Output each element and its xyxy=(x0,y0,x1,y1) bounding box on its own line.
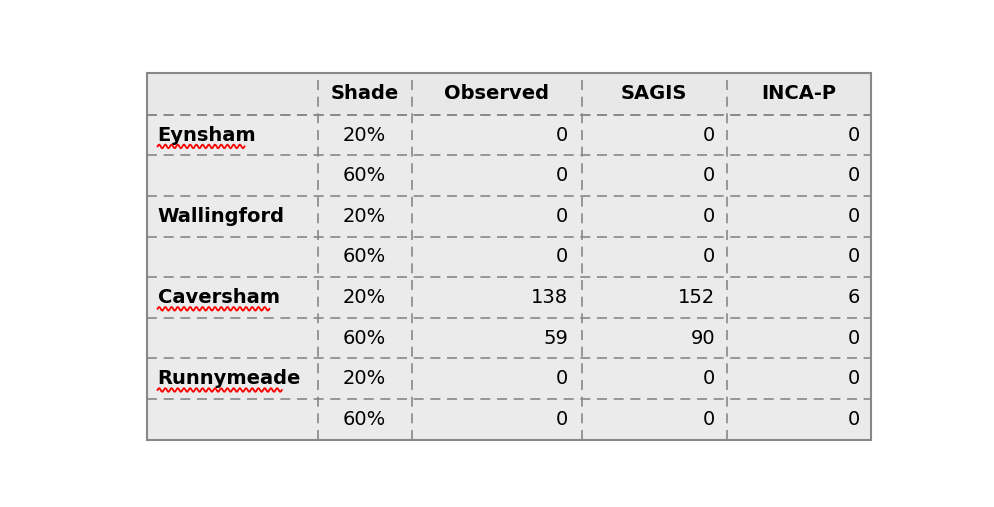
Text: 0: 0 xyxy=(556,369,569,388)
Bar xyxy=(147,73,872,115)
Text: 60%: 60% xyxy=(343,410,387,429)
Text: 20%: 20% xyxy=(343,288,387,307)
Text: 59: 59 xyxy=(544,329,569,347)
Text: 0: 0 xyxy=(703,166,715,185)
Text: 90: 90 xyxy=(691,329,715,347)
Text: 20%: 20% xyxy=(343,369,387,388)
Text: 60%: 60% xyxy=(343,166,387,185)
Text: 60%: 60% xyxy=(343,247,387,266)
Text: SAGIS: SAGIS xyxy=(621,84,688,103)
Text: 0: 0 xyxy=(848,410,860,429)
Text: 6: 6 xyxy=(848,288,860,307)
Text: 0: 0 xyxy=(703,247,715,266)
Text: Shade: Shade xyxy=(330,84,399,103)
Text: 0: 0 xyxy=(848,207,860,226)
Text: 0: 0 xyxy=(848,247,860,266)
Text: Eynsham: Eynsham xyxy=(158,126,256,144)
Text: 0: 0 xyxy=(703,126,715,144)
Text: 0: 0 xyxy=(556,247,569,266)
Text: 0: 0 xyxy=(848,329,860,347)
Text: 0: 0 xyxy=(556,207,569,226)
Text: 0: 0 xyxy=(848,166,860,185)
Text: 0: 0 xyxy=(703,410,715,429)
Text: 20%: 20% xyxy=(343,207,387,226)
Text: 138: 138 xyxy=(531,288,569,307)
Text: 20%: 20% xyxy=(343,126,387,144)
Text: Wallingford: Wallingford xyxy=(158,207,284,226)
Text: 0: 0 xyxy=(556,166,569,185)
Text: 60%: 60% xyxy=(343,329,387,347)
Text: Observed: Observed xyxy=(444,84,550,103)
Text: 0: 0 xyxy=(556,410,569,429)
Text: INCA-P: INCA-P xyxy=(761,84,837,103)
Text: Caversham: Caversham xyxy=(158,288,279,307)
Text: 0: 0 xyxy=(848,369,860,388)
Text: 152: 152 xyxy=(678,288,715,307)
Text: Runnymeade: Runnymeade xyxy=(158,369,301,388)
Text: 0: 0 xyxy=(703,369,715,388)
Text: 0: 0 xyxy=(703,207,715,226)
Text: 0: 0 xyxy=(556,126,569,144)
Text: 0: 0 xyxy=(848,126,860,144)
